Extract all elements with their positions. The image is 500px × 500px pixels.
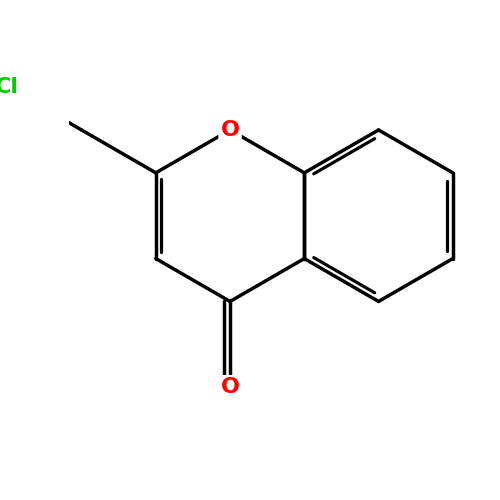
Text: O: O xyxy=(220,120,240,140)
Text: Cl: Cl xyxy=(0,77,20,97)
Text: O: O xyxy=(220,377,240,397)
